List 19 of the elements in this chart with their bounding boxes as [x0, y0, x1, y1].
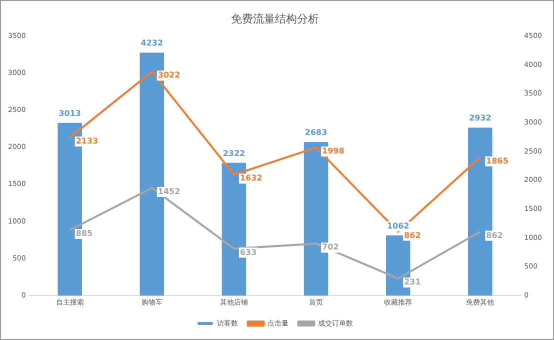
data-label: 2683	[304, 128, 328, 138]
data-label: 1998	[322, 146, 345, 156]
data-label: 862	[486, 230, 503, 240]
data-label: 1452	[158, 187, 180, 196]
data-label: 3013	[58, 108, 81, 118]
data-label: 2322	[222, 148, 246, 158]
data-label: 862	[404, 230, 421, 240]
chart-title: 免费流量结构分析	[231, 12, 319, 26]
data-label: 3022	[158, 70, 180, 80]
data-label: 633	[240, 248, 257, 257]
data-label: 1062	[386, 221, 410, 230]
data-label: 702	[322, 242, 339, 252]
data-label: 2932	[469, 114, 492, 123]
data-label: 885	[76, 229, 93, 238]
data-label: 1632	[240, 174, 262, 183]
data-label: 1865	[486, 156, 509, 166]
data-label: 231	[404, 278, 422, 287]
data-label: 4232	[140, 38, 164, 48]
data-label: 2133	[76, 136, 98, 146]
